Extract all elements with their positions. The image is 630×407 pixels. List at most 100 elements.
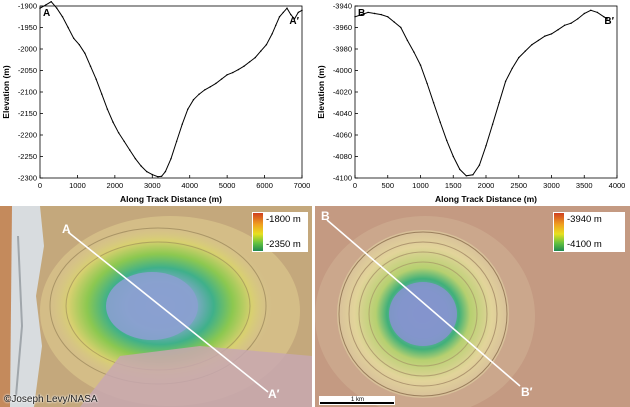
copyright-symbol: © <box>4 394 12 405</box>
map-b: B B′ -3940 m -4100 m 1 km <box>315 206 630 407</box>
data-point <box>232 71 234 74</box>
data-point <box>129 149 131 151</box>
data-point <box>596 11 599 14</box>
scalebar-label: 1 km <box>351 397 364 403</box>
x-tick-label: 2000 <box>107 181 124 190</box>
x-tick-label: 3500 <box>576 181 593 190</box>
data-point <box>544 35 546 37</box>
y-tick-label: -4100 <box>333 174 352 183</box>
data-point <box>504 80 507 83</box>
data-point <box>254 56 256 59</box>
data-point <box>134 158 137 160</box>
data-point <box>491 123 494 126</box>
y-tick-label: -1950 <box>18 23 37 32</box>
data-point <box>95 78 97 80</box>
data-point <box>537 39 540 42</box>
x-tick-label: 3000 <box>144 181 161 190</box>
x-tick-label: 4000 <box>609 181 626 190</box>
data-point <box>459 168 461 171</box>
y-tick-label: -4000 <box>333 66 352 75</box>
legend-max-b: -3940 m <box>567 214 602 225</box>
data-point <box>215 82 217 85</box>
data-point <box>84 52 86 54</box>
data-point <box>446 139 448 142</box>
data-point <box>237 68 240 71</box>
map-label-b: B <box>321 209 330 223</box>
data-point <box>354 16 356 18</box>
data-point <box>452 155 454 158</box>
y-tick-label: -4060 <box>333 131 352 140</box>
plot-frame <box>354 5 618 179</box>
data-point <box>419 64 422 66</box>
data-point <box>472 174 474 176</box>
profile-line-a <box>67 231 269 393</box>
y-tick-label: -2100 <box>18 88 37 97</box>
data-point <box>400 26 402 29</box>
elevation-profile-line <box>354 9 608 177</box>
data-point <box>570 22 572 24</box>
chart-b-svg: 0 500 1000 1500 2000 2500 3000 3500 4000 -3940 -39… <box>316 2 626 205</box>
y-axis-label: Elevation (m) <box>1 65 11 119</box>
data-point <box>290 13 292 16</box>
data-point <box>106 108 109 110</box>
data-point <box>432 102 435 104</box>
map-label-a: A <box>62 222 71 236</box>
credit-text: Joseph Levy/NASA <box>11 394 98 405</box>
x-tick-label: 1000 <box>412 181 429 190</box>
data-point <box>123 140 125 143</box>
data-point <box>204 89 206 91</box>
data-point <box>603 16 605 18</box>
data-point <box>160 175 163 177</box>
x-tick-label: 4000 <box>181 181 198 190</box>
panel-label: A <box>43 8 50 19</box>
y-tick-label: -2000 <box>18 45 37 54</box>
map-b-image: B B′ -3940 m -4100 m 1 km <box>315 206 630 407</box>
data-point <box>426 82 428 85</box>
data-point <box>293 18 296 20</box>
data-point <box>61 16 64 18</box>
panel-end-label: B′ <box>604 16 614 27</box>
data-point <box>198 93 200 95</box>
data-point <box>209 86 211 88</box>
data-point <box>112 121 114 123</box>
data-point <box>67 26 69 29</box>
data-point <box>73 37 75 39</box>
data-point <box>117 132 120 134</box>
data-point <box>439 121 441 123</box>
data-point <box>518 56 520 59</box>
x-tick-label: 5000 <box>219 181 236 190</box>
map-a-image: A A′ -1800 m -2350 m <box>0 206 312 407</box>
data-point <box>282 11 284 14</box>
y-tick-label: -3940 <box>333 2 352 11</box>
data-point <box>590 9 592 11</box>
data-point <box>89 65 92 67</box>
elevation-profile-line <box>39 1 303 178</box>
chart-a-svg: 0 1000 2000 3000 4000 5000 6000 7000 -1900 -1950 -… <box>1 1 311 204</box>
x-axis-label: Along Track Distance (m) <box>120 194 222 204</box>
x-tick-label: 0 <box>353 181 357 190</box>
y-tick-label: -2050 <box>18 66 37 75</box>
data-point <box>373 12 376 15</box>
x-tick-label: 500 <box>381 181 394 190</box>
data-point <box>140 165 142 167</box>
map-a: A A′ -1800 m -2350 m ©Joseph Levy/NASA <box>0 206 312 407</box>
data-point <box>157 176 159 178</box>
data-point <box>367 11 369 14</box>
data-point <box>78 44 81 46</box>
data-point <box>50 1 52 3</box>
panel-label: B <box>358 8 365 19</box>
data-point <box>265 44 268 46</box>
panel-end-label: A′ <box>289 16 299 27</box>
data-point <box>275 24 277 26</box>
data-point <box>498 102 500 104</box>
x-tick-label: 7000 <box>294 181 311 190</box>
data-point <box>524 50 526 52</box>
legend-colorbar-b <box>554 213 564 251</box>
data-point <box>387 16 389 18</box>
x-tick-label: 2500 <box>510 181 527 190</box>
legend-colorbar-a <box>253 213 263 251</box>
legend-box-b <box>553 212 625 252</box>
data-point <box>271 33 273 35</box>
credit: ©Joseph Levy/NASA <box>4 394 98 405</box>
chart-a: 0 1000 2000 3000 4000 5000 6000 7000 -1900 -1950 -… <box>0 0 315 206</box>
